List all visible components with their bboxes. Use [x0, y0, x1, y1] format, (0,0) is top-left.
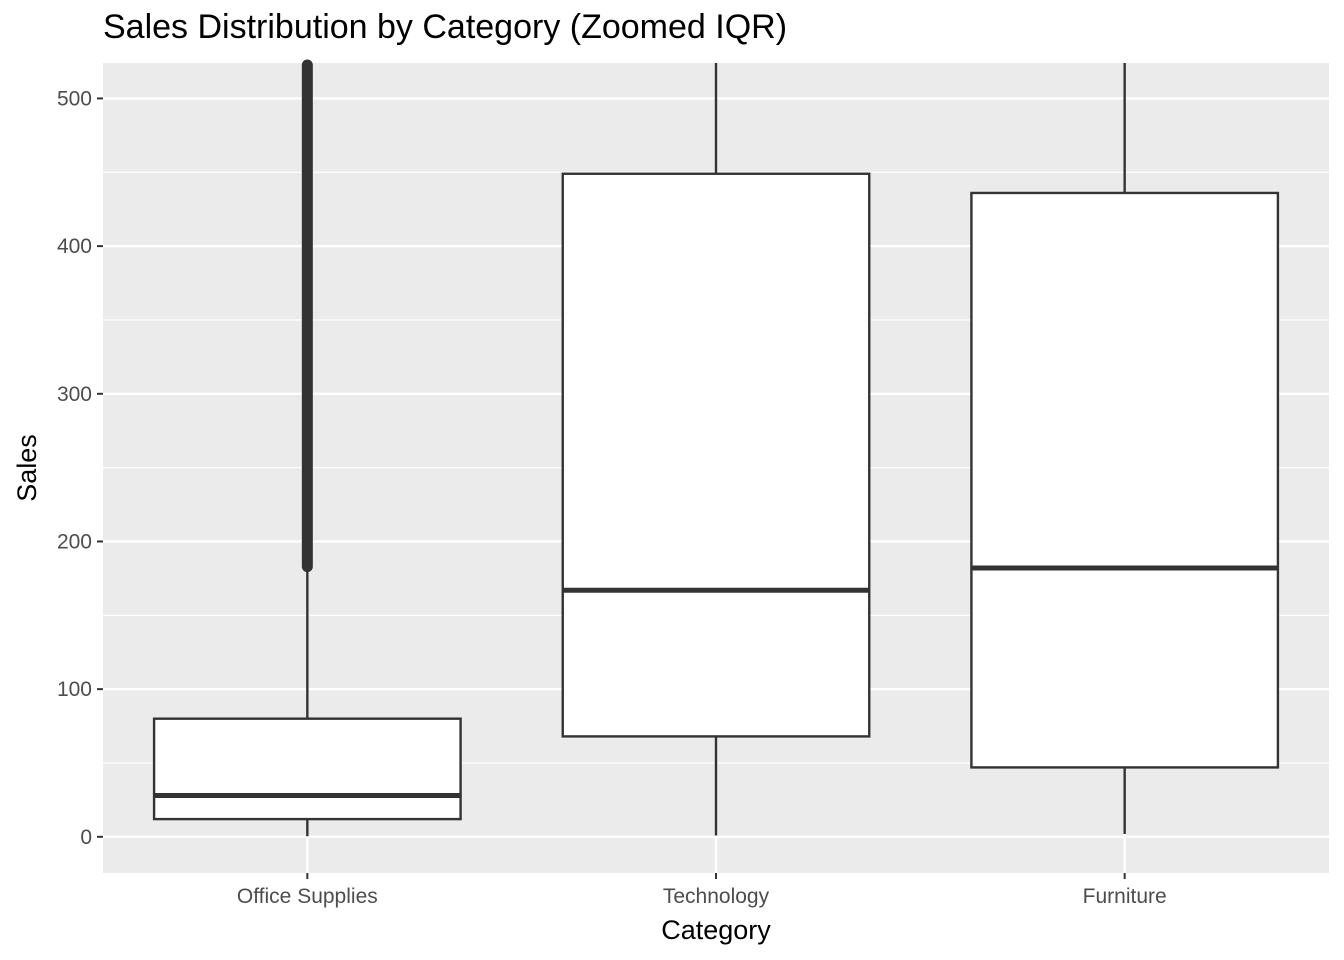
y-tick-label: 200 — [57, 530, 92, 553]
y-tick-label: 100 — [57, 678, 92, 701]
x-tick-label: Technology — [663, 885, 770, 908]
y-axis-title: Sales — [12, 434, 42, 502]
iqr-box — [561, 172, 871, 738]
iqr-box — [970, 191, 1280, 769]
box-office-supplies — [152, 59, 462, 837]
iqr-box — [152, 717, 462, 821]
chart-title: Sales Distribution by Category (Zoomed I… — [103, 8, 788, 46]
y-axis: 0 100 200 300 400 500 — [57, 87, 103, 849]
box-technology — [561, 63, 871, 836]
x-axis-title: Category — [661, 915, 771, 945]
x-tick-label: Office Supplies — [237, 885, 378, 908]
y-tick-label: 300 — [57, 383, 92, 406]
y-tick-label: 500 — [57, 87, 92, 110]
box-series — [152, 59, 1280, 837]
y-tick-label: 400 — [57, 235, 92, 258]
x-tick-label: Furniture — [1083, 885, 1167, 908]
y-tick-label: 0 — [80, 826, 92, 849]
box-furniture — [970, 63, 1280, 835]
x-axis: Office Supplies Technology Furniture — [237, 873, 1167, 908]
